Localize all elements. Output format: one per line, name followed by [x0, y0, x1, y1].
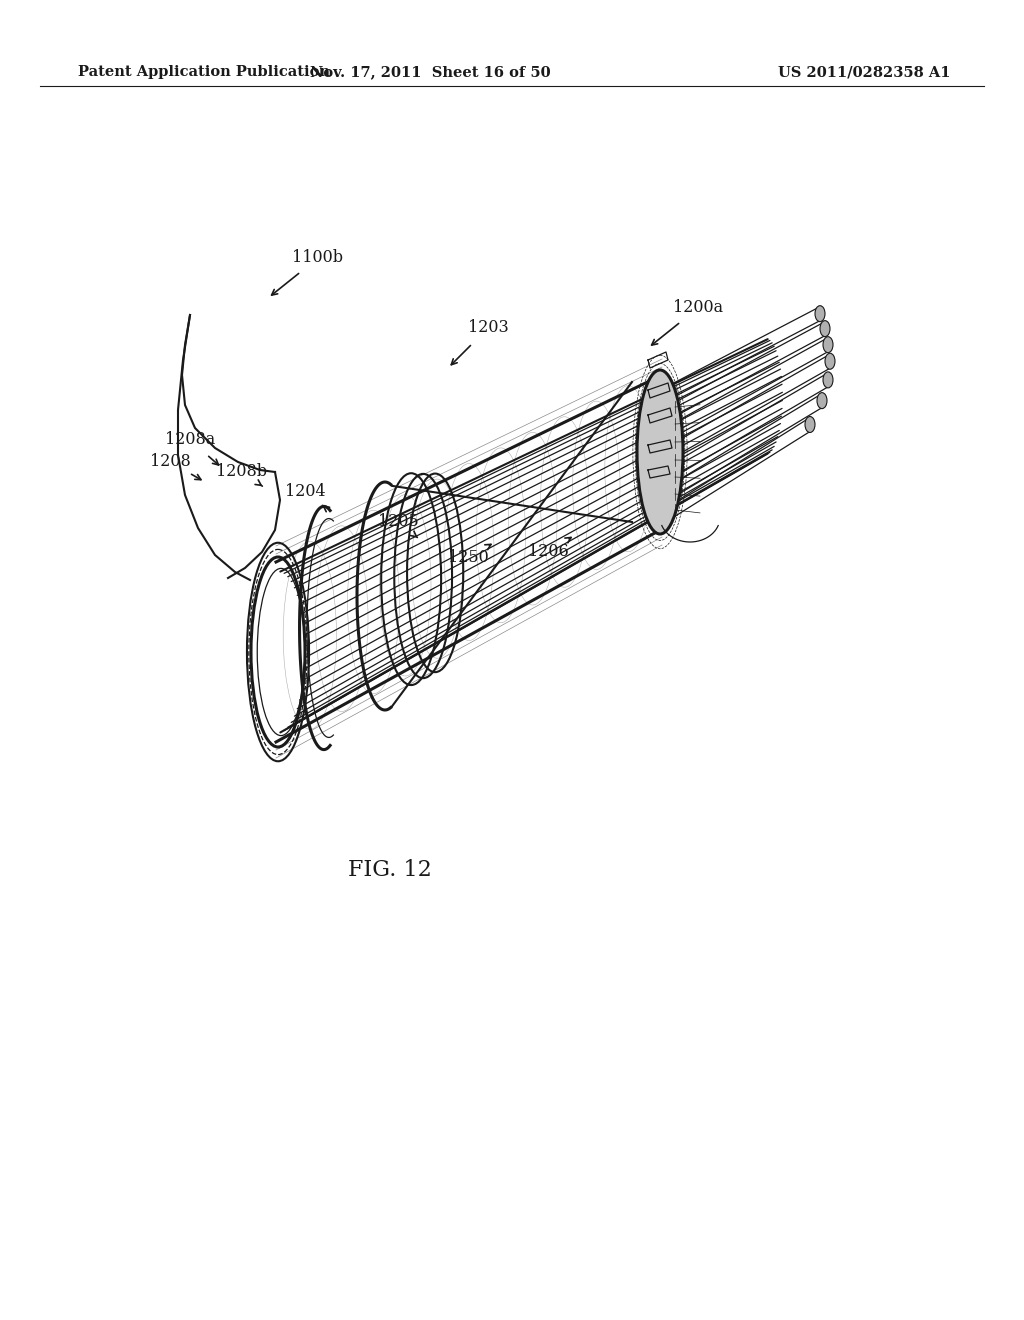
Text: 1205: 1205: [378, 513, 419, 531]
Text: 1200a: 1200a: [673, 300, 723, 317]
Text: 1208b: 1208b: [216, 463, 267, 480]
Text: 1204: 1204: [285, 483, 326, 500]
Ellipse shape: [817, 392, 827, 409]
Text: FIG. 12: FIG. 12: [348, 859, 432, 880]
Ellipse shape: [637, 370, 683, 535]
Ellipse shape: [820, 321, 830, 337]
Text: 1206: 1206: [527, 544, 568, 561]
Text: Patent Application Publication: Patent Application Publication: [78, 65, 330, 79]
Text: 1250: 1250: [447, 549, 488, 566]
Text: Nov. 17, 2011  Sheet 16 of 50: Nov. 17, 2011 Sheet 16 of 50: [309, 65, 550, 79]
Text: US 2011/0282358 A1: US 2011/0282358 A1: [777, 65, 950, 79]
Text: 1208: 1208: [150, 454, 190, 470]
Text: 1203: 1203: [468, 319, 508, 337]
Ellipse shape: [805, 417, 815, 433]
Ellipse shape: [825, 354, 835, 370]
Text: 1208a: 1208a: [165, 432, 215, 449]
Ellipse shape: [823, 372, 833, 388]
Text: 1100b: 1100b: [293, 249, 343, 267]
Ellipse shape: [823, 337, 833, 352]
Ellipse shape: [815, 306, 825, 322]
